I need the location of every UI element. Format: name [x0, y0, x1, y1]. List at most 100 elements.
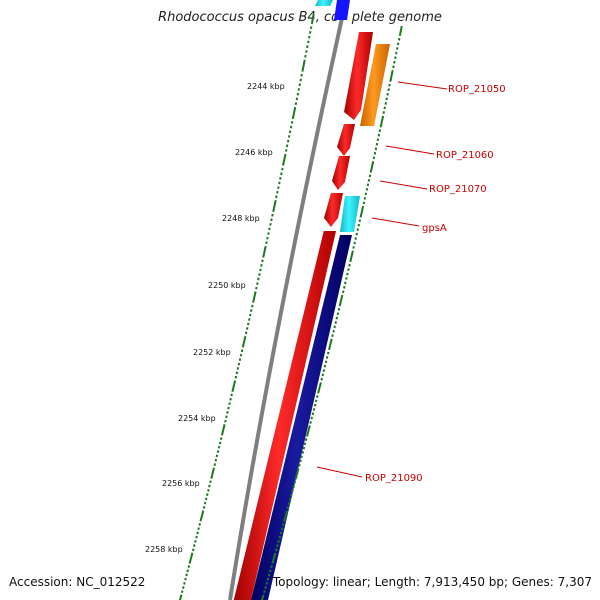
gene-navy-rop-21090 [251, 235, 352, 600]
gene-label-gpsa[interactable]: gpsA [422, 223, 447, 234]
minor-tick [392, 65, 395, 69]
minor-tick [331, 334, 334, 338]
minor-tick [297, 88, 300, 91]
minor-tick [252, 300, 255, 303]
minor-tick [320, 377, 323, 381]
kbp-label: 2248 kbp [222, 214, 260, 223]
minor-tick [239, 353, 243, 357]
minor-tick [210, 476, 213, 479]
kbp-label: 2256 kbp [162, 479, 200, 488]
minor-tick [184, 577, 187, 581]
minor-tick [310, 21, 314, 25]
minor-tick [270, 218, 273, 222]
major-tick [231, 381, 236, 391]
minor-tick [271, 213, 274, 217]
major-tick [210, 469, 215, 478]
major-tick [399, 25, 403, 35]
minor-tick [218, 441, 222, 445]
minor-tick [312, 408, 316, 411]
major-tick [349, 252, 354, 261]
minor-tick [294, 476, 298, 480]
leader-line [385, 145, 435, 155]
backbone-halo [229, 0, 356, 600]
minor-tick [182, 586, 185, 589]
minor-tick [266, 577, 270, 581]
gene-label-rop-21060[interactable]: ROP_21060 [436, 150, 494, 161]
minor-tick [373, 151, 377, 155]
minor-tick [265, 241, 268, 245]
minor-tick [208, 484, 211, 488]
minor-tick [268, 227, 271, 231]
minor-tick [389, 79, 392, 82]
minor-tick [316, 395, 319, 398]
minor-tick [204, 497, 208, 501]
minor-tick [245, 327, 249, 330]
minor-tick [227, 406, 230, 410]
minor-tick [357, 223, 361, 227]
minor-tick [266, 236, 269, 240]
minor-tick [372, 156, 376, 160]
gene-label-rop-21070[interactable]: ROP_21070 [429, 184, 487, 195]
minor-tick [306, 45, 309, 49]
topology-text: Topology: linear; Length: 7,913,450 bp; … [272, 575, 592, 589]
minor-tick [285, 149, 288, 152]
minor-tick [257, 277, 260, 281]
gene-arrow-rop-21050 [344, 32, 373, 120]
gene-label-rop-21090[interactable]: ROP_21090 [365, 473, 423, 484]
minor-tick [262, 254, 265, 258]
minor-tick [237, 362, 241, 366]
minor-tick [364, 192, 368, 196]
minor-tick [251, 304, 254, 308]
accession-text: Accession: NC_012522 [9, 575, 146, 589]
minor-tick [386, 92, 389, 96]
minor-tick [302, 446, 306, 450]
minor-tick [287, 135, 291, 138]
minor-tick [186, 569, 189, 573]
major-tick [189, 554, 193, 563]
minor-tick [387, 88, 390, 92]
major-tick [221, 425, 226, 435]
minor-tick [378, 129, 382, 133]
major-tick [306, 426, 311, 436]
minor-tick [279, 531, 283, 535]
minor-tick [324, 360, 328, 364]
minor-tick [220, 432, 224, 436]
minor-tick [259, 268, 262, 272]
minor-tick [180, 590, 184, 594]
minor-tick [279, 176, 282, 180]
major-tick [199, 511, 204, 521]
minor-tick [328, 347, 331, 351]
major-tick [242, 337, 246, 346]
gene-arrow-rop-21060 [337, 124, 355, 156]
minor-tick [382, 111, 385, 114]
minor-tick [203, 501, 207, 505]
minor-tick [379, 124, 383, 128]
minor-tick [277, 540, 280, 543]
minor-tick [304, 54, 307, 58]
major-tick [252, 292, 257, 302]
minor-tick [282, 162, 285, 166]
minor-tick [228, 402, 231, 406]
minor-tick [224, 419, 227, 423]
kbp-label: 2250 kbp [208, 281, 246, 290]
minor-tick [358, 219, 362, 223]
gene-label-rop-21050[interactable]: ROP_21050 [448, 84, 506, 95]
minor-tick [287, 502, 291, 505]
minor-tick [375, 142, 379, 146]
minor-tick [326, 351, 330, 355]
minor-tick [365, 187, 369, 191]
minor-tick [299, 459, 302, 463]
minor-tick [274, 548, 278, 552]
minor-tick [308, 30, 312, 34]
minor-tick [280, 172, 283, 176]
gene-cyan-gpsa [340, 196, 360, 232]
minor-tick [283, 519, 286, 522]
minor-tick [185, 573, 188, 577]
minor-tick [248, 318, 251, 321]
minor-tick [230, 393, 233, 397]
kbp-label: 2254 kbp [178, 414, 216, 423]
minor-tick [337, 307, 341, 311]
minor-tick [310, 416, 313, 420]
minor-tick [256, 282, 259, 285]
